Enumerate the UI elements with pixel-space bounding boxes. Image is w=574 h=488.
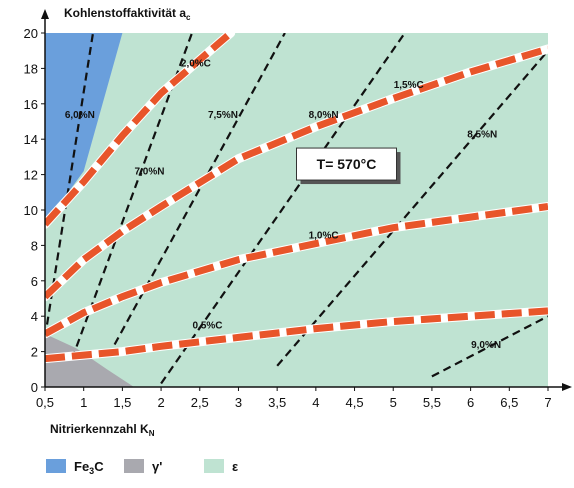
nitrogen-label-5: 8,5%N <box>467 129 497 140</box>
nitrogen-line-6 <box>431 315 548 378</box>
nitrogen-label-1: 6,0%N <box>65 110 95 121</box>
y-axis-label: Kohlenstoffaktivität ac <box>64 6 191 22</box>
x-tick-label-5: 3 <box>235 395 242 410</box>
x-tick-label-12: 6,5 <box>500 395 518 410</box>
x-tick-label-4: 2,5 <box>191 395 209 410</box>
x-axis-label-main: Nitrierkennzahl K <box>50 422 149 436</box>
y-tick-label-1: 2 <box>31 345 38 360</box>
nitrogen-label-4: 8,0%N <box>309 110 339 121</box>
legend-label-main-1: Fe <box>74 459 89 474</box>
nitrogen-line-5 <box>276 49 548 367</box>
y-axis-arrow <box>41 9 49 19</box>
nitrogen-label-2: 7,0%N <box>134 167 164 178</box>
x-tick-label-2: 1,5 <box>113 395 131 410</box>
y-tick-label-9: 18 <box>24 61 38 76</box>
y-tick-label-10: 20 <box>24 26 38 41</box>
carbon-label-1: 0,5%C <box>192 321 222 332</box>
legend-swatch-1 <box>46 459 66 473</box>
nitrogen-label-6: 9,0%N <box>471 340 501 351</box>
y-tick-label-8: 16 <box>24 97 38 112</box>
x-tick-label-3: 2 <box>157 395 164 410</box>
x-tick-label-1: 1 <box>80 395 87 410</box>
legend-label-2: γ' <box>152 459 162 474</box>
x-tick-label-9: 5 <box>390 395 397 410</box>
carbon-label-2: 1,0%C <box>309 230 339 241</box>
y-tick-label-0: 0 <box>31 380 38 395</box>
x-tick-label-11: 6 <box>467 395 474 410</box>
temperature-annotation: T= 570°C <box>317 156 377 172</box>
x-tick-label-7: 4 <box>312 395 319 410</box>
x-axis-label: Nitrierkennzahl KN <box>50 422 155 438</box>
x-tick-label-0: 0,5 <box>36 395 54 410</box>
legend-swatch-2 <box>124 459 144 473</box>
x-tick-label-8: 4,5 <box>345 395 363 410</box>
nitrogen-line-4 <box>160 33 406 385</box>
y-tick-label-6: 12 <box>24 168 38 183</box>
y-tick-label-2: 4 <box>31 309 38 324</box>
carbon-label-3: 1,5%C <box>394 80 424 91</box>
legend-label-after-1: C <box>94 459 104 474</box>
y-axis-label-sub: c <box>186 13 191 22</box>
x-tick-label-10: 5,5 <box>423 395 441 410</box>
y-axis-label-main: Kohlenstoffaktivität a <box>64 6 186 20</box>
region-fe3c <box>45 33 123 225</box>
y-tick-label-4: 8 <box>31 238 38 253</box>
y-tick-label-7: 14 <box>24 132 38 147</box>
nitrogen-label-3: 7,5%N <box>208 110 238 121</box>
carbon-line-3 <box>45 45 548 300</box>
carbon-line-2 <box>45 203 548 337</box>
region-gamma <box>45 333 134 387</box>
legend-label-main-2: γ' <box>152 459 162 474</box>
legend-label-main-3: ε <box>232 459 238 474</box>
legend-label-1: Fe3C <box>74 459 104 476</box>
x-axis-arrow <box>562 383 572 391</box>
legend-swatch-3 <box>204 459 224 473</box>
y-tick-label-3: 6 <box>31 274 38 289</box>
x-tick-label-13: 7 <box>544 395 551 410</box>
legend-label-3: ε <box>232 459 238 474</box>
y-tick-label-5: 10 <box>24 203 38 218</box>
carbon-line-1 <box>45 307 548 363</box>
x-axis-label-sub: N <box>149 429 155 438</box>
legend-label-sub-1: 3 <box>89 466 94 476</box>
carbon-label-4: 2,0%C <box>181 59 211 70</box>
annotation-box <box>296 147 397 181</box>
carbon-line-4 <box>45 33 233 227</box>
x-tick-label-6: 3,5 <box>268 395 286 410</box>
